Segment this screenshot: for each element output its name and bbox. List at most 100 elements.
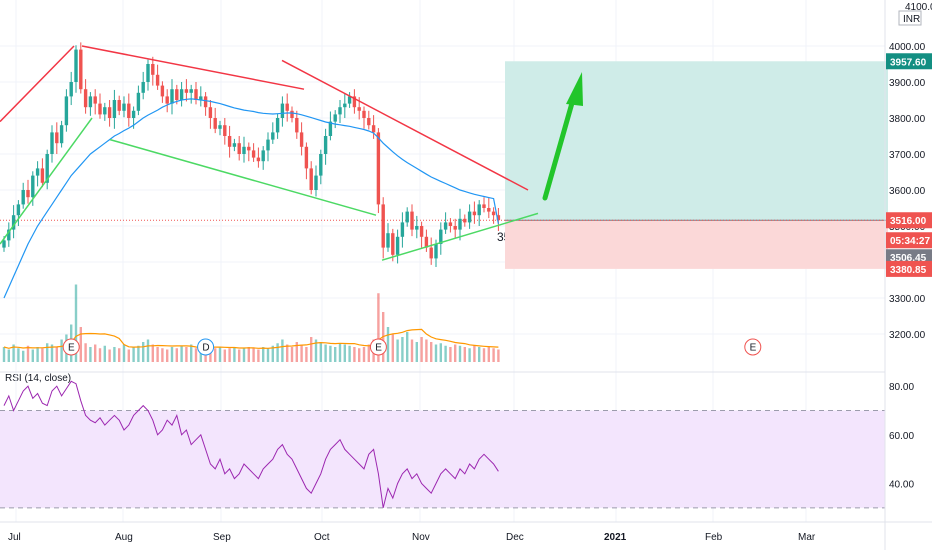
volume-bar — [22, 350, 25, 362]
candle — [194, 89, 198, 100]
candle — [165, 96, 169, 104]
candle — [434, 244, 438, 259]
volume-bar — [17, 348, 20, 362]
candle — [11, 215, 16, 230]
candle — [88, 96, 93, 108]
trendline-green-3[interactable] — [381, 212, 539, 261]
volume-bar — [444, 345, 447, 362]
candle — [352, 96, 357, 108]
event-icon[interactable] — [744, 338, 762, 356]
time-axis-tick: Oct — [314, 532, 330, 543]
volume-bar — [31, 349, 34, 362]
volume-bar — [458, 345, 462, 362]
volume-bar — [492, 348, 495, 362]
candle — [491, 211, 496, 216]
candle — [285, 103, 289, 111]
volume-bar — [199, 349, 202, 362]
forecast-arrow-head[interactable] — [566, 72, 583, 106]
volume-bar — [146, 339, 150, 362]
candle — [213, 118, 217, 129]
profit-zone[interactable] — [505, 61, 888, 221]
volume-bar — [468, 348, 471, 362]
event-icon[interactable] — [369, 338, 387, 356]
candle — [242, 146, 246, 154]
candle — [343, 103, 347, 108]
volume-bar — [122, 344, 126, 362]
candle — [304, 146, 309, 169]
price-axis-tick: 3200.00 — [889, 330, 926, 341]
candle — [7, 229, 11, 241]
candle — [199, 96, 203, 100]
candle — [290, 110, 294, 118]
candle — [26, 190, 30, 198]
candle — [203, 96, 208, 108]
candle — [141, 82, 145, 93]
volume-bar — [113, 347, 116, 362]
trendline-red-2[interactable] — [81, 45, 305, 90]
forecast-arrow[interactable] — [542, 93, 577, 201]
volume-bar — [170, 347, 174, 362]
candle — [136, 92, 141, 111]
event-icon[interactable] — [62, 338, 80, 356]
time-axis-tick: Jul — [8, 532, 21, 543]
volume-bar — [271, 345, 274, 362]
trendline-green-1[interactable] — [0, 117, 93, 245]
volume-bar — [377, 293, 380, 362]
volume-bar — [266, 348, 270, 362]
trendline-red-3[interactable] — [281, 59, 529, 191]
trendline-green-2[interactable] — [109, 138, 377, 216]
rsi-axis-tick: 60.00 — [889, 431, 914, 442]
volume-bar — [137, 345, 140, 362]
volume-bar — [482, 348, 486, 362]
price-axis-tick: 3800.00 — [889, 114, 926, 125]
candle — [391, 233, 395, 255]
loss-zone[interactable] — [505, 220, 888, 269]
stop-price-badge-bg — [886, 260, 932, 277]
volume-bar — [185, 347, 188, 362]
volume-bar — [396, 339, 399, 362]
last-price-badge: 3516.00 — [890, 216, 927, 227]
candle — [232, 143, 237, 147]
volume-bar — [50, 344, 54, 362]
candle — [218, 125, 222, 129]
candle — [79, 49, 83, 90]
volume-bar — [434, 344, 438, 362]
volume-bar — [41, 348, 44, 362]
candle — [275, 118, 280, 133]
trendline-red-1[interactable] — [0, 45, 75, 123]
candle — [271, 132, 275, 140]
candle — [458, 218, 462, 230]
candle — [448, 222, 453, 226]
volume-bar — [295, 342, 298, 362]
candle — [64, 96, 69, 126]
event-icon-label: E — [375, 343, 382, 354]
candle — [256, 157, 261, 162]
candle — [280, 103, 285, 118]
volume-bar — [242, 348, 246, 362]
candle — [223, 125, 227, 136]
volume-bar — [89, 347, 92, 362]
volume-bar — [415, 342, 418, 362]
candle — [338, 107, 342, 115]
candle — [347, 96, 352, 104]
event-icon[interactable] — [197, 338, 215, 356]
candle — [487, 208, 491, 212]
candle — [98, 103, 102, 115]
candle — [160, 85, 165, 97]
volume-bar — [156, 347, 159, 362]
candle — [103, 107, 107, 115]
candle — [21, 190, 25, 205]
price-axis-tick: 4000.00 — [889, 42, 926, 53]
candle — [453, 226, 457, 230]
currency-box[interactable] — [898, 10, 922, 26]
moving-average-line — [3, 98, 499, 299]
price-axis-tick: 3700.00 — [889, 150, 926, 161]
target-price-badge-bg — [886, 53, 932, 70]
candle — [184, 89, 189, 93]
candle — [415, 226, 419, 230]
candle — [35, 168, 40, 176]
candle — [333, 114, 337, 122]
candle — [467, 211, 472, 223]
